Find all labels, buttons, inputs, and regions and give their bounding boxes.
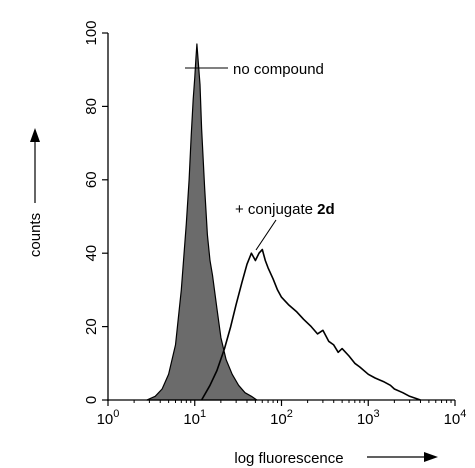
y-axis-arrow-head — [30, 128, 40, 142]
axes — [102, 32, 456, 406]
x-axis-arrow-head — [424, 452, 438, 462]
x-tick-label: 104 — [444, 408, 467, 428]
x-axis-label: log fluorescence — [234, 450, 343, 467]
y-tick-label: 20 — [83, 318, 100, 335]
labels: 0 20 40 60 80 100 100 101 102 103 104 counts log flu… — [27, 20, 466, 467]
plot-area — [146, 43, 421, 401]
series-no-compound-area — [146, 43, 258, 401]
y-tick-label: 0 — [83, 396, 100, 404]
x-tick-label: 101 — [183, 408, 206, 428]
y-axis-label: counts — [27, 213, 44, 257]
series-conjugate-2d-line — [200, 248, 421, 401]
x-tick-label: 102 — [270, 408, 293, 428]
annotation-no-compound: no compound — [233, 61, 324, 78]
y-tick-label: 80 — [83, 98, 100, 115]
annotation-conjugate-2d: + conjugate 2d — [235, 201, 335, 218]
annotation-leader-conjugate — [255, 219, 277, 251]
x-tick-label: 103 — [357, 408, 380, 428]
y-tick-label: 40 — [83, 245, 100, 262]
x-tick-label: 100 — [97, 408, 120, 428]
y-tick-label: 100 — [83, 20, 100, 45]
y-tick-label: 60 — [83, 171, 100, 188]
